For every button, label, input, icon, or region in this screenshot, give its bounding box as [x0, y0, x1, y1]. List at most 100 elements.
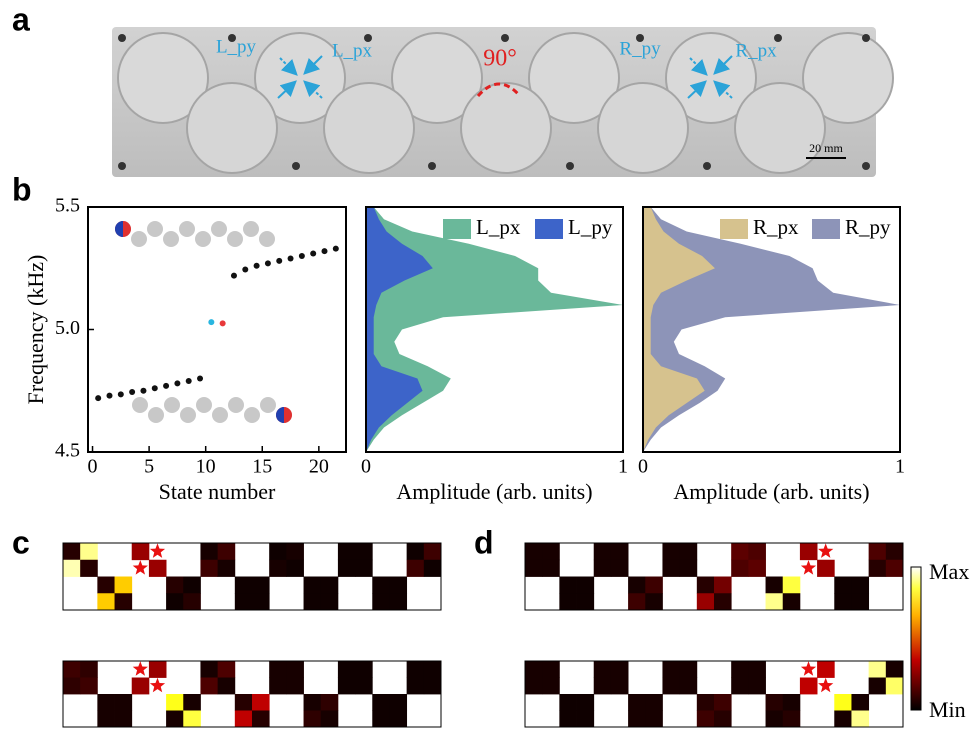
heatmap-cell — [766, 593, 784, 610]
heatmap-cell — [389, 711, 407, 728]
heatmap-cell — [235, 711, 253, 728]
heatmap-cell — [697, 694, 715, 711]
heatmap-cell — [166, 711, 184, 728]
heatmap-cell — [218, 543, 236, 560]
heatmap-cell — [286, 678, 304, 695]
screw-hole — [292, 162, 300, 170]
legend-label: L_px — [476, 215, 521, 239]
heatmap-cell — [286, 560, 304, 577]
heatmap-cell — [80, 560, 98, 577]
heatmap-cell — [800, 543, 818, 560]
heatmap-cell — [525, 560, 543, 577]
heatmap-cell — [424, 661, 442, 678]
heatmap-cell — [748, 560, 766, 577]
heatmap-cell — [731, 543, 749, 560]
heatmap-cell — [697, 711, 715, 728]
data-point — [197, 376, 203, 382]
resonator — [187, 83, 277, 173]
heatmap-cell — [63, 560, 81, 577]
x-tick-label: 0 — [88, 456, 98, 478]
colorbar — [911, 567, 921, 710]
inset-site — [131, 231, 147, 247]
screw-hole — [862, 162, 870, 170]
heatmap-cell — [645, 577, 663, 594]
heatmap-cell — [63, 543, 81, 560]
scale-label: 20 mm — [809, 141, 843, 155]
heatmap-cell — [424, 543, 442, 560]
screw-hole — [118, 34, 126, 42]
heatmap-cell — [132, 543, 150, 560]
heatmap-cell — [269, 678, 287, 695]
heatmap-cell — [338, 661, 356, 678]
heatmap-cell — [662, 560, 680, 577]
heatmap-cell — [166, 577, 184, 594]
heatmap-cell — [817, 560, 835, 577]
heatmap-cell — [869, 543, 887, 560]
colorbar-max: Max — [929, 559, 969, 584]
data-point — [310, 251, 316, 257]
heatmap-cell — [645, 593, 663, 610]
heatmap-cell — [766, 711, 784, 728]
data-point — [231, 273, 237, 279]
heatmap-cell — [680, 661, 698, 678]
heatmap-cell — [235, 694, 253, 711]
heatmap-cell — [645, 711, 663, 728]
heatmap-cell — [166, 694, 184, 711]
heatmap-cell — [731, 678, 749, 695]
x-tick-label: 10 — [196, 456, 216, 478]
heatmap-cell — [680, 543, 698, 560]
heatmap-cell — [559, 694, 577, 711]
heatmap-cell — [407, 560, 425, 577]
heatmap-cell — [97, 577, 115, 594]
data-point — [163, 383, 169, 389]
y-tick-label: 5.5 — [55, 195, 80, 217]
heatmap-cell — [611, 543, 629, 560]
heatmap-cell — [783, 694, 801, 711]
x-axis-label: Amplitude (arb. units) — [396, 479, 592, 504]
x-tick-label: 0 — [638, 456, 648, 478]
resonator — [461, 83, 551, 173]
heatmap-cell — [407, 678, 425, 695]
heatmap-cell — [628, 577, 646, 594]
heatmap-cell — [200, 560, 218, 577]
heatmap-cell — [886, 543, 904, 560]
heatmap-cell — [218, 661, 236, 678]
heatmap-cell — [321, 711, 339, 728]
heatmap-cell — [115, 577, 133, 594]
heatmap-cell — [662, 678, 680, 695]
heatmap-cell — [577, 593, 595, 610]
heatmap-cell — [783, 711, 801, 728]
heatmap-cell — [269, 543, 287, 560]
photo-label: L_px — [332, 40, 373, 61]
heatmap-cell — [611, 560, 629, 577]
data-point — [276, 258, 282, 264]
heatmap-cell — [269, 560, 287, 577]
heatmap-cell — [714, 577, 732, 594]
data-point — [208, 319, 214, 325]
heatmap-cell — [321, 593, 339, 610]
data-point — [288, 255, 294, 261]
data-point — [220, 320, 226, 326]
heatmap-cell — [304, 577, 322, 594]
heatmap-cell — [766, 577, 784, 594]
heatmap-cell — [321, 694, 339, 711]
heatmap-cell — [252, 593, 270, 610]
x-tick-label: 1 — [618, 456, 628, 478]
photo-label: R_py — [619, 38, 661, 59]
heatmap-cell — [697, 593, 715, 610]
heatmap-cell — [321, 577, 339, 594]
heatmap-cell — [252, 577, 270, 594]
inset-site — [179, 221, 195, 237]
heatmap-cell — [800, 678, 818, 695]
data-point — [322, 248, 328, 254]
y-tick-label: 5.0 — [55, 317, 80, 339]
heatmap-cell — [183, 577, 201, 594]
heatmap-cell — [355, 560, 373, 577]
heatmap-cell — [407, 661, 425, 678]
heatmap-cell — [97, 593, 115, 610]
data-point — [299, 253, 305, 259]
inset-site — [164, 397, 180, 413]
inset-site — [260, 397, 276, 413]
legend-swatch — [535, 219, 563, 239]
heatmap-cell — [577, 711, 595, 728]
